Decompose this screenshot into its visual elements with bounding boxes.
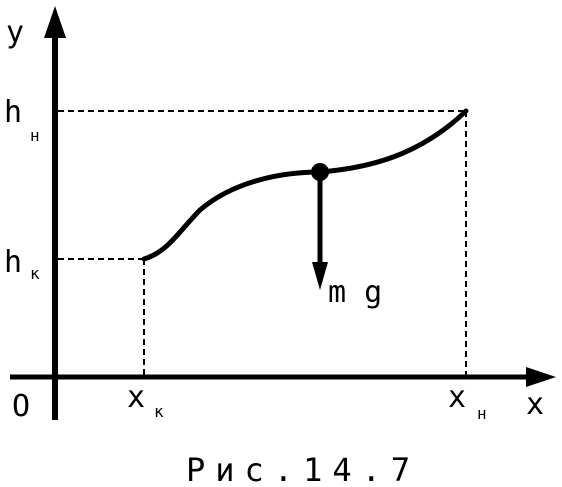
x-low-subscript: к	[154, 402, 164, 421]
origin-label: O	[12, 389, 30, 424]
y-axis-arrowhead	[44, 6, 66, 38]
x-high-subscript: н	[477, 404, 487, 423]
x-low-label: x	[127, 380, 145, 415]
x-axis-arrowhead	[526, 367, 556, 387]
y-axis-label: y	[6, 15, 24, 50]
h-high-subscript: н	[30, 126, 40, 145]
figure-caption: Рис.14.7	[186, 451, 420, 487]
trajectory-curve	[141, 108, 469, 262]
x-high-label: x	[448, 380, 466, 415]
gravity-vector-arrowhead	[312, 262, 328, 290]
force-label: m g	[328, 275, 382, 310]
x-axis-label: x	[526, 387, 544, 422]
h-low-label: h	[4, 245, 22, 280]
h-high-label: h	[4, 95, 22, 130]
h-low-subscript: к	[30, 264, 40, 283]
